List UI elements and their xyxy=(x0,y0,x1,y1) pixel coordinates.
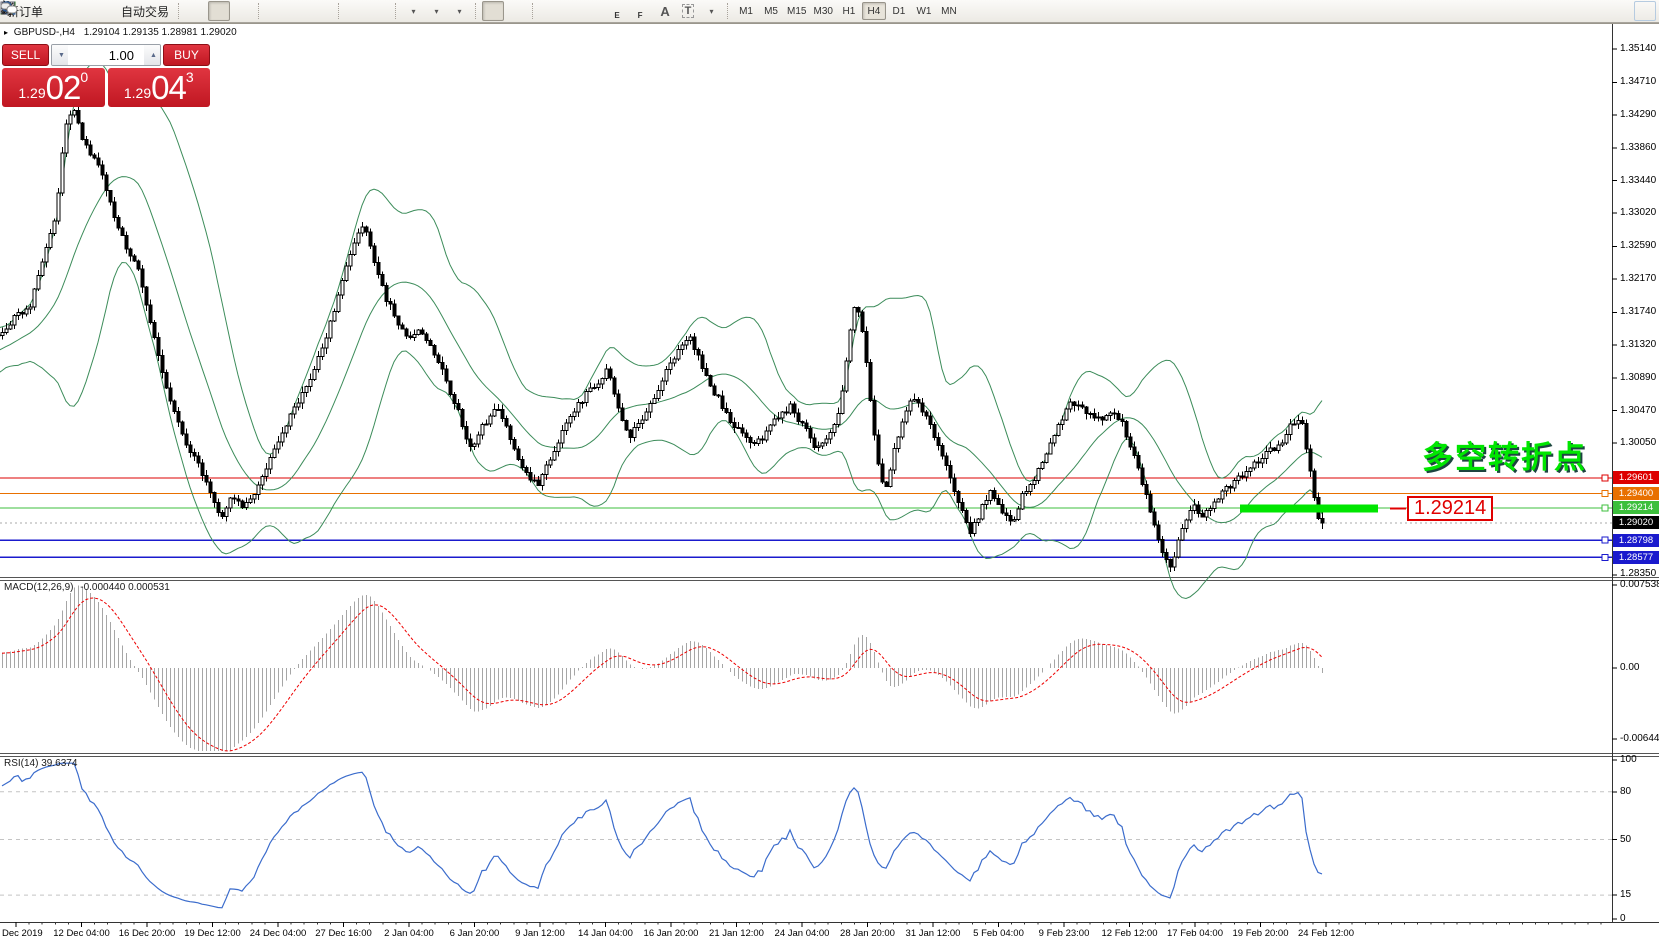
gold-ingot-button[interactable] xyxy=(1,1,70,21)
trendline-button[interactable] xyxy=(1,1,607,21)
chart-shift-button[interactable] xyxy=(1,1,367,21)
sell-price-big: 02 xyxy=(45,69,82,106)
toolbar-separator xyxy=(727,3,729,19)
volume-decrease-button[interactable]: ▼ xyxy=(52,45,68,65)
sell-price-prefix: 1.29 xyxy=(18,85,46,101)
text-tool-glyph: A xyxy=(660,3,670,19)
tile-windows-button[interactable] xyxy=(0,1,333,21)
indicators-button[interactable]: ▾ xyxy=(0,1,470,21)
toolbar-separator xyxy=(532,3,534,19)
toolbar-separator xyxy=(178,3,180,19)
buy-price-big: 04 xyxy=(151,69,187,106)
buy-button[interactable]: BUY xyxy=(163,44,210,66)
new-chart-button[interactable]: ▾ xyxy=(0,1,424,21)
buy-price-prefix: 1.29 xyxy=(123,85,152,101)
dropdown-caret-icon: ▾ xyxy=(457,6,462,16)
bar-chart-button[interactable] xyxy=(1,1,207,21)
timeframe-M30[interactable]: M30 xyxy=(810,2,835,20)
cursor-button[interactable] xyxy=(3,0,505,21)
volume-increase-button[interactable]: ▲ xyxy=(144,45,160,65)
crosshair-button[interactable] xyxy=(1,1,527,21)
auto-scroll-button[interactable] xyxy=(1,1,390,21)
fibonacci-button[interactable]: F xyxy=(2,1,653,21)
text-label-glyph: T xyxy=(681,4,695,18)
dropdown-caret-icon: ▾ xyxy=(411,6,416,16)
one-click-trading-widget: SELL ▼ ▲ BUY 1.29 02 0 1.29 04 3 xyxy=(2,44,210,107)
timeframe-M5[interactable]: M5 xyxy=(759,2,783,20)
zoom-out-button[interactable] xyxy=(1,1,310,21)
signals-button[interactable] xyxy=(3,1,116,21)
candlestick-chart-button[interactable] xyxy=(2,1,231,21)
zoom-in-button[interactable] xyxy=(1,1,287,21)
volume-spinner: ▼ ▲ xyxy=(51,44,161,66)
autotrading-button[interactable]: 自动交易 xyxy=(2,1,173,21)
text-label-button[interactable]: T xyxy=(677,1,699,21)
timeframe-H1[interactable]: H1 xyxy=(837,2,861,20)
volume-input[interactable] xyxy=(68,45,144,65)
toolbar-separator xyxy=(258,3,260,19)
timeframe-W1[interactable]: W1 xyxy=(912,2,936,20)
timeframe-M15[interactable]: M15 xyxy=(784,2,809,20)
chat-button[interactable] xyxy=(0,1,1656,21)
sell-price-panel[interactable]: 1.29 02 0 xyxy=(2,68,105,107)
search-button[interactable] xyxy=(1,1,1633,21)
dropdown-caret-icon: ▾ xyxy=(434,6,439,16)
toolbar-separator xyxy=(475,3,477,19)
toolbar: 新订单 xyxy=(0,0,1659,23)
timeframe-D1[interactable]: D1 xyxy=(887,2,911,20)
timeframe-group: M1 M5 M15 M30 H1 H4 D1 W1 MN xyxy=(734,2,961,20)
line-chart-button[interactable] xyxy=(0,1,253,21)
chat-bubbles-icon xyxy=(0,2,18,16)
buy-price-panel[interactable]: 1.29 04 3 xyxy=(107,68,210,107)
sell-price-sup: 0 xyxy=(80,69,89,85)
timeframe-M1[interactable]: M1 xyxy=(734,2,758,20)
channel-button[interactable]: E xyxy=(0,1,630,21)
horizontal-line-button[interactable] xyxy=(1,1,584,21)
fibonacci-glyph: F xyxy=(637,11,643,20)
toolbar-separator xyxy=(395,3,397,19)
autotrading-label: 自动交易 xyxy=(121,4,170,19)
toolbar-separator xyxy=(338,3,340,19)
channel-glyph: E xyxy=(614,11,620,20)
timeframe-H4[interactable]: H4 xyxy=(861,2,886,20)
text-button[interactable]: A xyxy=(654,1,676,21)
dropdown-caret-icon: ▾ xyxy=(709,6,714,16)
buy-price-sup: 3 xyxy=(185,69,194,85)
profiles-button[interactable]: ▾ xyxy=(1,1,447,21)
arrows-button[interactable]: ▾ xyxy=(1,1,722,21)
metaeditor-button[interactable] xyxy=(1,1,93,21)
timeframe-MN[interactable]: MN xyxy=(937,2,961,20)
vertical-line-button[interactable] xyxy=(7,1,561,21)
sell-button[interactable]: SELL xyxy=(2,44,49,66)
